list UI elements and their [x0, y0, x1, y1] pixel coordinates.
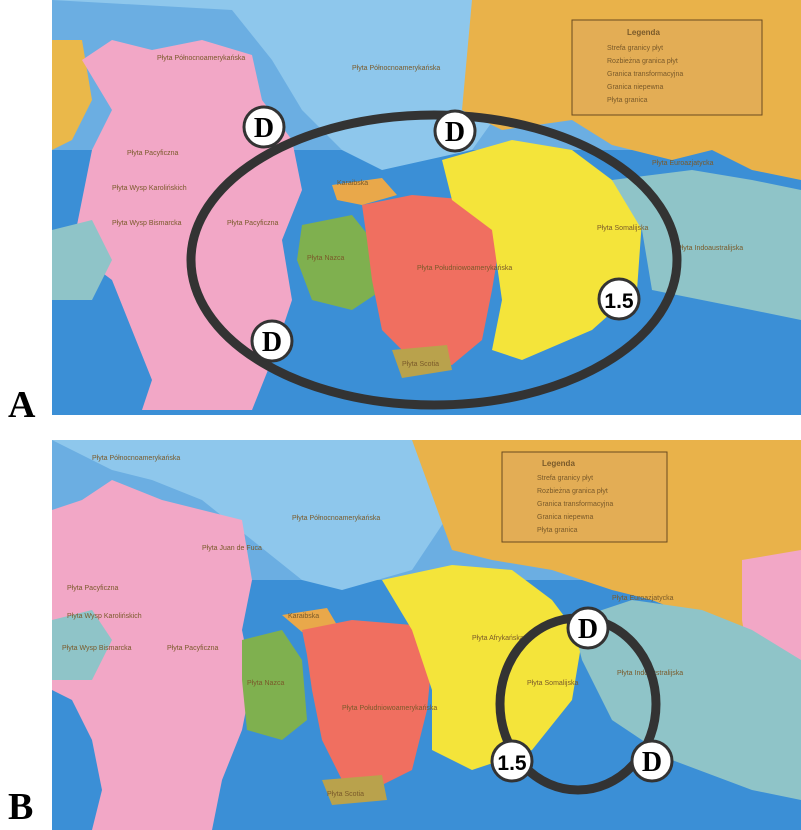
legend-item: Rozbieżna granica płyt [607, 58, 678, 65]
marker-d-2: D [433, 109, 477, 153]
plate-left-orange [52, 40, 92, 150]
legend-item: Granica niepewna [607, 84, 664, 91]
label-pacific-left: Płyta Pacyficzna [127, 150, 178, 157]
svg-text:D: D [254, 113, 274, 144]
plate-scotia [392, 345, 452, 378]
label-scotia: Płyta Scotia [327, 791, 364, 798]
marker-1-5: 1.5 [490, 739, 534, 783]
label-indoaustralijska: Płyta Indoaustralijska [677, 245, 743, 252]
legend: Legenda Strefa granicy płyt Rozbieżna gr… [501, 451, 668, 543]
label-scotia: Płyta Scotia [402, 361, 439, 368]
label-pd-am: Płyta Południowoamerykańska [342, 705, 437, 712]
legend-item: Strefa granicy płyt [537, 475, 593, 482]
label-euroazjatycka: Płyta Euroazjatycka [652, 160, 714, 167]
panel-label-a: A [8, 384, 36, 426]
plate-pacific [52, 480, 252, 830]
svg-text:1.5: 1.5 [604, 290, 634, 313]
label-bismarcka: Płyta Wysp Bismarcka [62, 645, 132, 652]
label-somalijska: Płyta Somalijska [597, 225, 648, 232]
label-somalijska: Płyta Somalijska [527, 680, 578, 687]
plate-left-teal [52, 610, 112, 680]
marker-d-1: D [242, 105, 286, 149]
svg-text:D: D [262, 327, 282, 358]
legend-item: Granica transformacyjna [537, 501, 613, 508]
label-pn-am-left: Płyta Północnoamerykańska [92, 455, 180, 462]
plate-africa [382, 565, 582, 770]
label-nazca: Płyta Nazca [247, 680, 284, 687]
panel-label-b: B [8, 786, 34, 828]
legend-item: Płyta granica [537, 527, 578, 534]
plate-indo-australia [572, 600, 801, 800]
map-panel-a: Płyta Północnoamerykańska Płyta Północno… [52, 0, 801, 415]
marker-d-3: D [250, 319, 294, 363]
label-nazca: Płyta Nazca [307, 255, 344, 262]
plate-africa [442, 140, 642, 360]
legend-title: Legenda [542, 459, 575, 468]
plate-left-teal [52, 220, 112, 300]
plate-south-america [302, 620, 432, 790]
marker-d-right: D [630, 739, 674, 783]
label-pn-am: Płyta Północnoamerykańska [292, 515, 380, 522]
svg-text:D: D [445, 117, 465, 148]
plate-north-america [52, 440, 472, 590]
plate-nazca [297, 215, 382, 310]
label-pd-am: Płyta Południowoamerykańska [417, 265, 512, 272]
marker-d-top: D [566, 606, 610, 650]
plate-scotia [322, 775, 387, 805]
label-euroazjatycka: Płyta Euroazjatycka [612, 595, 674, 602]
label-pacific-left: Płyta Pacyficzna [67, 585, 118, 592]
label-afrykanska: Płyta Afrykańska [472, 635, 524, 642]
plate-caribbean [332, 178, 397, 205]
label-bismarcka: Płyta Wysp Bismarcka [112, 220, 182, 227]
map-panel-b: Płyta Północnoamerykańska Płyta Północno… [52, 440, 801, 830]
label-pn-am-left: Płyta Północnoamerykańska [157, 55, 245, 62]
label-juan-de-fuca: Płyta Juan de Fuca [202, 545, 262, 552]
svg-text:1.5: 1.5 [497, 752, 527, 775]
label-pn-am: Płyta Północnoamerykańska [352, 65, 440, 72]
ellipse-path [186, 110, 682, 410]
legend-item: Granica niepewna [537, 514, 594, 521]
plate-north-america [52, 0, 552, 170]
label-pacific-mid: Płyta Pacyficzna [227, 220, 278, 227]
legend-item: Rozbieżna granica płyt [537, 488, 608, 495]
label-karaibska: Karaibska [337, 180, 368, 187]
legend-title: Legenda [627, 28, 660, 37]
marker-1-5: 1.5 [597, 277, 641, 321]
label-karolinskich: Płyta Wysp Karolińskich [112, 185, 187, 192]
legend-item: Granica transformacyjna [607, 71, 683, 78]
legend-item: Strefa granicy płyt [607, 45, 663, 52]
legend: Legenda Strefa granicy płyt Rozbieżna gr… [571, 19, 763, 116]
label-karaibska: Karaibska [288, 613, 319, 620]
label-pacific-mid: Płyta Pacyficzna [167, 645, 218, 652]
plate-south-america [362, 195, 502, 365]
legend-item: Płyta granica [607, 97, 648, 104]
svg-text:D: D [578, 614, 598, 645]
label-karolinskich: Płyta Wysp Karolińskich [67, 613, 142, 620]
svg-text:D: D [642, 747, 662, 778]
plate-nazca [242, 630, 307, 740]
